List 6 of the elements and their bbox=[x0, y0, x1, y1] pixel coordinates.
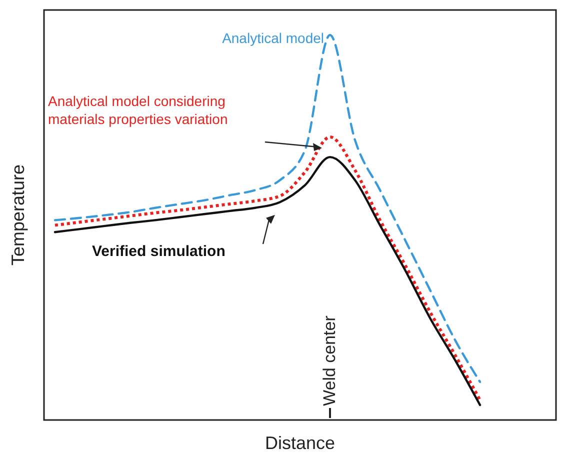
x-axis-title: Distance bbox=[264, 433, 336, 453]
series-label: Analytical model bbox=[222, 30, 324, 46]
y-axis-title: Temperature bbox=[8, 164, 28, 266]
series-label: Verified simulation bbox=[92, 243, 226, 260]
annotation: Weld center bbox=[320, 315, 339, 406]
text: Analytical model considering materials properties variation bbox=[48, 93, 228, 127]
